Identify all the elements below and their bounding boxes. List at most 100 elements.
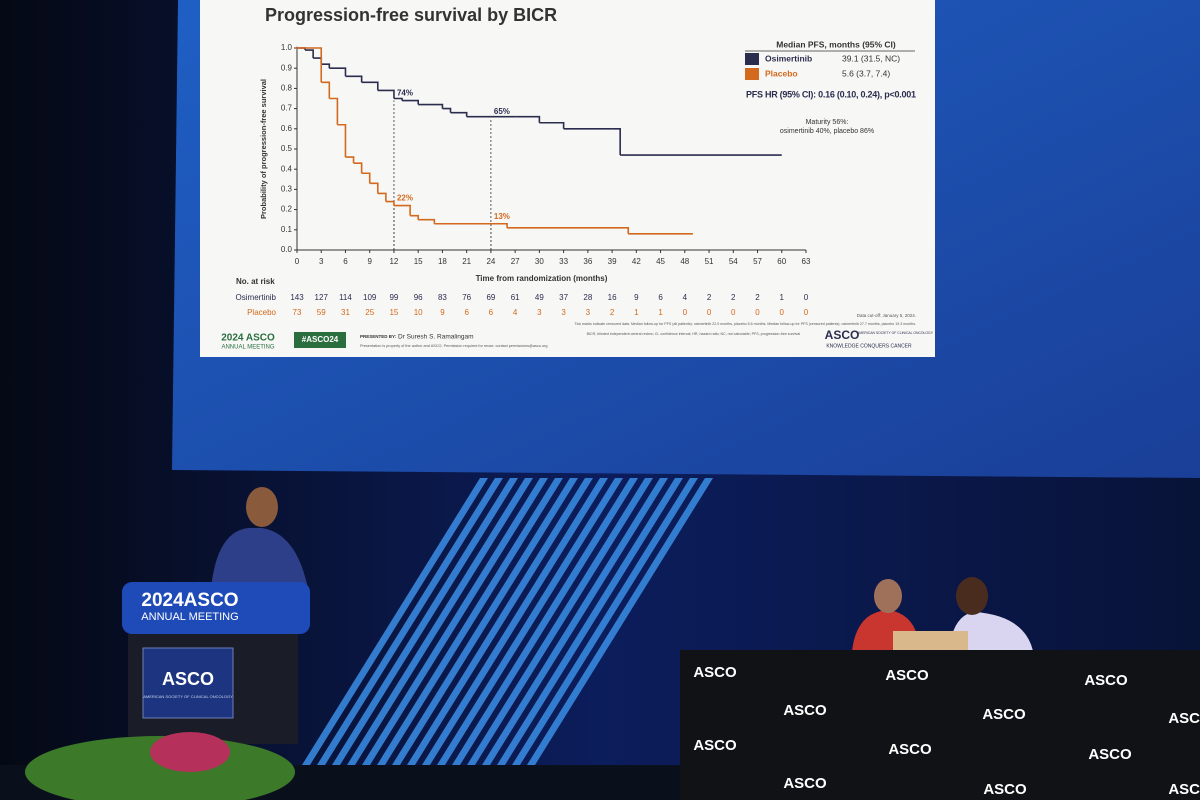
footer-text: KNOWLEDGE CONQUERS CANCER: [826, 343, 912, 349]
panelist: [948, 612, 1034, 656]
x-tick-label: 30: [535, 257, 544, 266]
risk-count: 0: [731, 308, 736, 317]
y-tick-label: 0.1: [281, 225, 293, 234]
footer-text: AMERICAN SOCIETY OF CLINICAL ONCOLOGY: [857, 331, 934, 335]
y-tick-label: 1.0: [281, 43, 293, 52]
x-tick-label: 42: [632, 257, 641, 266]
slide: [200, 0, 935, 357]
y-axis-label: Probability of progression-free survival: [259, 79, 268, 219]
km-step: [369, 182, 379, 194]
stripe: [362, 478, 548, 765]
stripe: [437, 478, 623, 765]
y-tick-label: 0.3: [281, 185, 293, 194]
x-tick-label: 51: [705, 257, 714, 266]
km-step: [393, 204, 411, 216]
risk-count: 76: [462, 293, 471, 302]
x-axis-label: Time from randomization (months): [476, 274, 608, 283]
km-step: [345, 75, 363, 83]
footer-text: Presentation is property of the author a…: [360, 344, 547, 348]
x-tick-label: 0: [295, 257, 300, 266]
table-logo: ASCO: [783, 702, 827, 719]
risk-count: 31: [341, 308, 350, 317]
km-step: [377, 192, 387, 202]
x-tick-label: 57: [753, 257, 762, 266]
x-tick-label: 3: [319, 257, 324, 266]
km-step: [418, 103, 444, 109]
table-logo: ASCO: [1088, 746, 1132, 763]
panel-table: [680, 650, 1200, 800]
risk-count: 96: [414, 293, 423, 302]
x-tick-label: 15: [414, 257, 423, 266]
risk-count: 0: [755, 308, 760, 317]
risk-row-label: Placebo: [247, 308, 276, 317]
km-step: [442, 107, 452, 113]
x-tick-label: 60: [777, 257, 786, 266]
x-tick-label: 9: [367, 257, 372, 266]
hazard-ratio: PFS HR (95% CI): 0.16 (0.10, 0.24), p<0.…: [746, 89, 916, 99]
stripe: [347, 478, 533, 765]
risk-count: 6: [464, 308, 469, 317]
x-tick-label: 12: [389, 257, 398, 266]
risk-row-label: Osimertinib: [236, 293, 277, 302]
stripe: [527, 478, 713, 765]
km-step: [321, 81, 331, 99]
slide-content: Progression-free survival by BICR 0.0 0.1 0…: [221, 5, 933, 351]
podium-logo-sub: AMERICAN SOCIETY OF CLINICAL ONCOLOGY: [143, 694, 233, 699]
y-tick-label: 0.8: [281, 84, 293, 93]
stripe: [302, 478, 488, 765]
risk-count: 0: [780, 308, 785, 317]
risk-count: 0: [804, 308, 809, 317]
km-step: [450, 111, 468, 117]
km-step: [612, 128, 621, 156]
x-tick-label: 54: [729, 257, 738, 266]
legend-label: Osimertinib: [765, 53, 812, 63]
risk-count: 16: [608, 293, 617, 302]
km-step: [297, 47, 323, 83]
km-step: [345, 156, 355, 164]
km-step: [377, 89, 395, 99]
risk-count: 28: [583, 293, 592, 302]
legend-swatch: [745, 68, 759, 80]
y-tick-label: 0.6: [281, 124, 293, 133]
x-tick-label: 24: [486, 257, 495, 266]
km-step: [539, 121, 565, 129]
annotation: 74%: [397, 89, 413, 98]
km-step: [410, 214, 419, 220]
x-tick-label: 33: [559, 257, 568, 266]
y-tick-label: 0.2: [281, 205, 293, 214]
legend-swatch: [745, 53, 759, 65]
stripe: [407, 478, 593, 765]
x-tick-label: 27: [511, 257, 520, 266]
table-logo: ASCO: [885, 667, 929, 684]
annotation: 13%: [494, 212, 510, 221]
table-logos: ASCO ASCO ASCO ASCO ASCO ASCO ASCO ASCO ASCO ASCO…: [693, 664, 1200, 798]
stripe: [452, 478, 638, 765]
podium-panel: [142, 647, 234, 719]
podium-top: [122, 582, 310, 634]
risk-count: 83: [438, 293, 447, 302]
risk-count: 9: [440, 308, 445, 317]
flowers: [150, 732, 230, 772]
risk-count: 0: [683, 308, 688, 317]
stripe: [317, 478, 503, 765]
risk-count: 1: [780, 293, 785, 302]
footer-text: PRESENTED BY:: [360, 334, 397, 339]
risk-count: 2: [755, 293, 760, 302]
x-tick-label: 39: [608, 257, 617, 266]
risk-count: 3: [561, 308, 566, 317]
hashtag: #ASCO24: [302, 335, 339, 344]
risk-count: 109: [363, 293, 377, 302]
table-logo: ASCO: [693, 737, 737, 754]
risk-count: 6: [489, 308, 494, 317]
stripe: [467, 478, 653, 765]
km-step: [515, 115, 541, 123]
table-logo: ASCO: [1168, 781, 1200, 798]
podium-logo: ASCO: [162, 669, 214, 689]
stripe: [482, 478, 668, 765]
km-step: [402, 99, 419, 105]
annotation: 65%: [494, 107, 510, 116]
maturity: Maturity 56%:: [806, 119, 849, 126]
annotation: 22%: [397, 194, 413, 203]
risk-count: 37: [559, 293, 568, 302]
